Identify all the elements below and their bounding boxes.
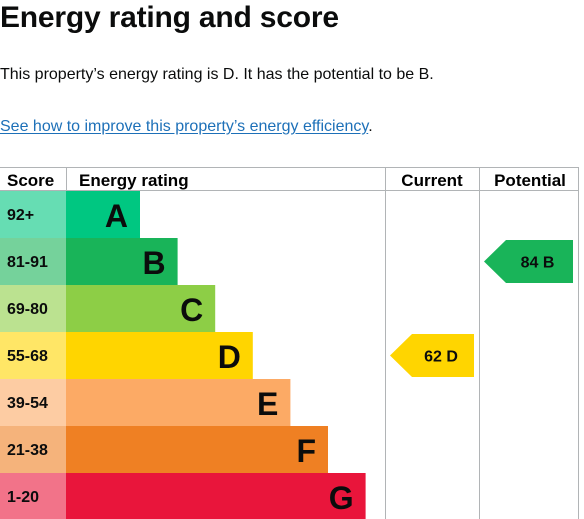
score-range-c: 69-80 (7, 301, 48, 318)
band-row-d: 55-68 D (0, 332, 253, 379)
current-rating-arrow-shape (390, 334, 474, 377)
header-score: Score (7, 171, 54, 190)
band-row-f: 21-38 F (0, 426, 328, 473)
grid-layer (0, 167, 579, 519)
header-energy-rating: Energy rating (79, 171, 189, 190)
score-cell-c (0, 285, 66, 332)
band-row-c: 69-80 C (0, 285, 216, 332)
score-range-f: 21-38 (7, 442, 48, 459)
band-row-a: 92+ A (0, 191, 140, 238)
rating-letter-g: G (329, 480, 354, 516)
headers-layer: Score Energy rating Current Potential (7, 171, 566, 190)
header-current: Current (401, 171, 463, 190)
rating-bar-f (66, 426, 328, 473)
rating-letter-a: A (105, 198, 128, 234)
rating-bar-a (66, 191, 140, 238)
score-cell-g (0, 473, 66, 519)
rating-bar-b (66, 238, 178, 285)
score-cell-b (0, 238, 66, 285)
current-rating-arrow-label: 62 D (424, 349, 458, 366)
rating-bar-e (66, 379, 291, 426)
arrows-layer: 62 D 84 B (390, 240, 573, 377)
potential-rating-arrow: 84 B (484, 240, 573, 283)
rating-bar-d (66, 332, 253, 379)
score-cell-d (0, 332, 66, 379)
score-cell-f (0, 426, 66, 473)
potential-rating-arrow-shape (484, 240, 573, 283)
score-range-a: 92+ (7, 207, 34, 224)
rating-letter-f: F (296, 433, 316, 469)
band-row-e: 39-54 E (0, 379, 291, 426)
improve-link-suffix: . (368, 118, 373, 135)
rating-letter-d: D (218, 339, 241, 375)
band-row-g: 1-20 G (0, 473, 366, 519)
rating-bar-g (66, 473, 366, 519)
rating-bar-c (66, 285, 216, 332)
rating-letter-e: E (257, 386, 278, 422)
page-title: Energy rating and score (0, 1, 339, 34)
current-rating-arrow: 62 D (390, 334, 474, 377)
rating-letter-b: B (142, 245, 165, 281)
bands-layer: 92+ A 81-91 B 69-80 C 55-68 D 39-54 E 21-38 F 1-20 G (0, 191, 366, 519)
potential-rating-arrow-label: 84 B (521, 255, 555, 272)
score-range-g: 1-20 (7, 489, 39, 506)
score-range-e: 39-54 (7, 395, 48, 412)
score-range-d: 55-68 (7, 348, 48, 365)
improve-efficiency-link[interactable]: See how to improve this property’s energ… (0, 118, 369, 135)
band-row-b: 81-91 B (0, 238, 178, 285)
rating-letter-c: C (180, 292, 203, 328)
header-potential: Potential (494, 171, 566, 190)
score-cell-a (0, 191, 66, 238)
energy-rating-chart: 92+ A81-91 B69-80 C55-68 D39-54 E21-38 F1-20 G … (0, 167, 579, 519)
rating-summary: This property’s energy rating is D. It h… (0, 66, 434, 83)
score-range-b: 81-91 (7, 254, 48, 271)
score-cell-e (0, 379, 66, 426)
improve-paragraph: See how to improve this property’s energ… (0, 116, 373, 138)
